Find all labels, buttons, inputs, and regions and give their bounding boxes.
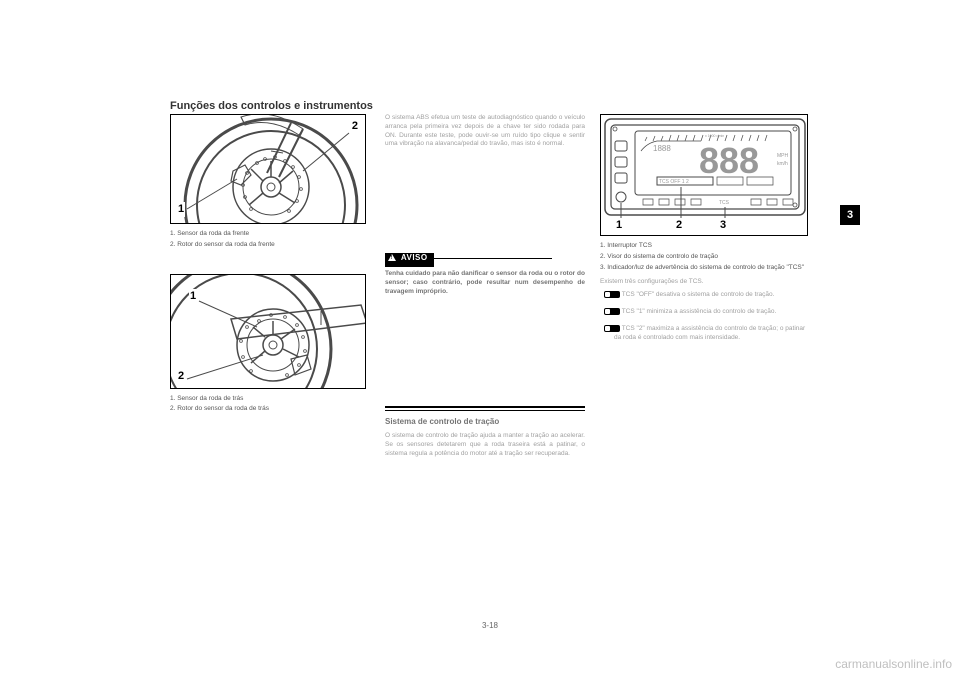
aviso-text: AVISO (401, 253, 428, 262)
manual-page: Funções dos controlos e instrumentos 3 (170, 100, 820, 620)
tcs-mode-1: TCS "1" minimiza a assistência do contro… (614, 308, 810, 317)
column-3: 1888 x 1000 r/min 888 MPH km/h TCS OFF 1… (600, 114, 810, 351)
tcs-indicator-label: TCS (719, 200, 730, 206)
section-divider-thin (385, 410, 585, 411)
col2-para1: O sistema ABS efetua um teste de autodia… (385, 114, 585, 149)
caption-dash-1: 1. Interruptor TCS (600, 242, 810, 251)
aviso-rule (432, 258, 552, 259)
section-divider-thick (385, 406, 585, 408)
lcd-kmh: km/h (777, 161, 788, 167)
figure-dashboard: 1888 x 1000 r/min 888 MPH km/h TCS OFF 1… (600, 114, 808, 236)
caption-front-1: 1. Sensor da roda da frente (170, 230, 370, 239)
front-wheel-svg (171, 115, 366, 224)
callout-2: 2 (351, 119, 359, 134)
mode-blob-icon (604, 291, 620, 298)
caption-dash-2: 2. Visor do sistema de controlo de traçã… (600, 253, 810, 262)
tcs-mode-off-text: TCS "OFF" desativa o sistema de controlo… (622, 291, 775, 298)
aviso-badge-row: AVISO (385, 253, 585, 267)
chapter-tab: 3 (840, 205, 860, 225)
warning-triangle-icon (388, 254, 396, 261)
watermark: carmanualsonline.info (835, 657, 952, 671)
col2-para2: Tenha cuidado para não danificar o senso… (385, 270, 585, 296)
caption-dash-3: 3. Indicador/luz de advertência do siste… (600, 264, 810, 273)
aviso-badge: AVISO (385, 253, 434, 267)
caption-front-2: 2. Rotor do sensor da roda da frente (170, 241, 370, 250)
callout-1: 1 (177, 202, 185, 217)
figure-rear-wheel: 1 2 (170, 274, 366, 389)
callout-3: 3 (719, 218, 727, 233)
caption-rear-1: 1. Sensor da roda de trás (170, 395, 370, 404)
page-footer: 3-18 (170, 621, 810, 630)
lcd-tcs-strip: TCS OFF 1 2 (659, 179, 689, 185)
tcs-modes-intro: Existem três configurações de TCS. (600, 278, 810, 287)
callout-2: 2 (675, 218, 683, 233)
tcs-mode-1-text: TCS "1" minimiza a assistência do contro… (622, 308, 777, 315)
figure-front-wheel: 1 2 (170, 114, 366, 224)
tcs-mode-2-text: TCS "2" maximiza a assistência do contro… (614, 325, 805, 341)
rear-wheel-svg (171, 275, 366, 389)
column-1: 1 2 1. Sensor da roda da frente 2. Rotor… (170, 100, 370, 416)
dashboard-svg: 1888 x 1000 r/min 888 MPH km/h TCS OFF 1… (601, 115, 808, 236)
mode-blob-icon (604, 325, 620, 332)
callout-1: 1 (615, 218, 623, 233)
callout-2: 2 (177, 369, 185, 384)
tcs-mode-2: TCS "2" maximiza a assistência do contro… (614, 325, 810, 343)
tcs-mode-off: TCS "OFF" desativa o sistema de controlo… (614, 291, 810, 300)
lcd-rpm-label: x 1000 r/min (705, 134, 724, 138)
caption-rear-2: 2. Rotor do sensor da roda de trás (170, 405, 370, 414)
callout-1: 1 (189, 289, 197, 304)
column-2: O sistema ABS efetua um teste de autodia… (385, 114, 585, 462)
lcd-mph: MPH (777, 153, 789, 159)
lcd-main: 888 (699, 140, 759, 181)
tcs-title: Sistema de controlo de tração (385, 417, 585, 428)
tcs-intro: O sistema de controlo de tração ajuda a … (385, 432, 585, 458)
lcd-small: 1888 (653, 144, 671, 153)
mode-blob-icon (604, 308, 620, 315)
